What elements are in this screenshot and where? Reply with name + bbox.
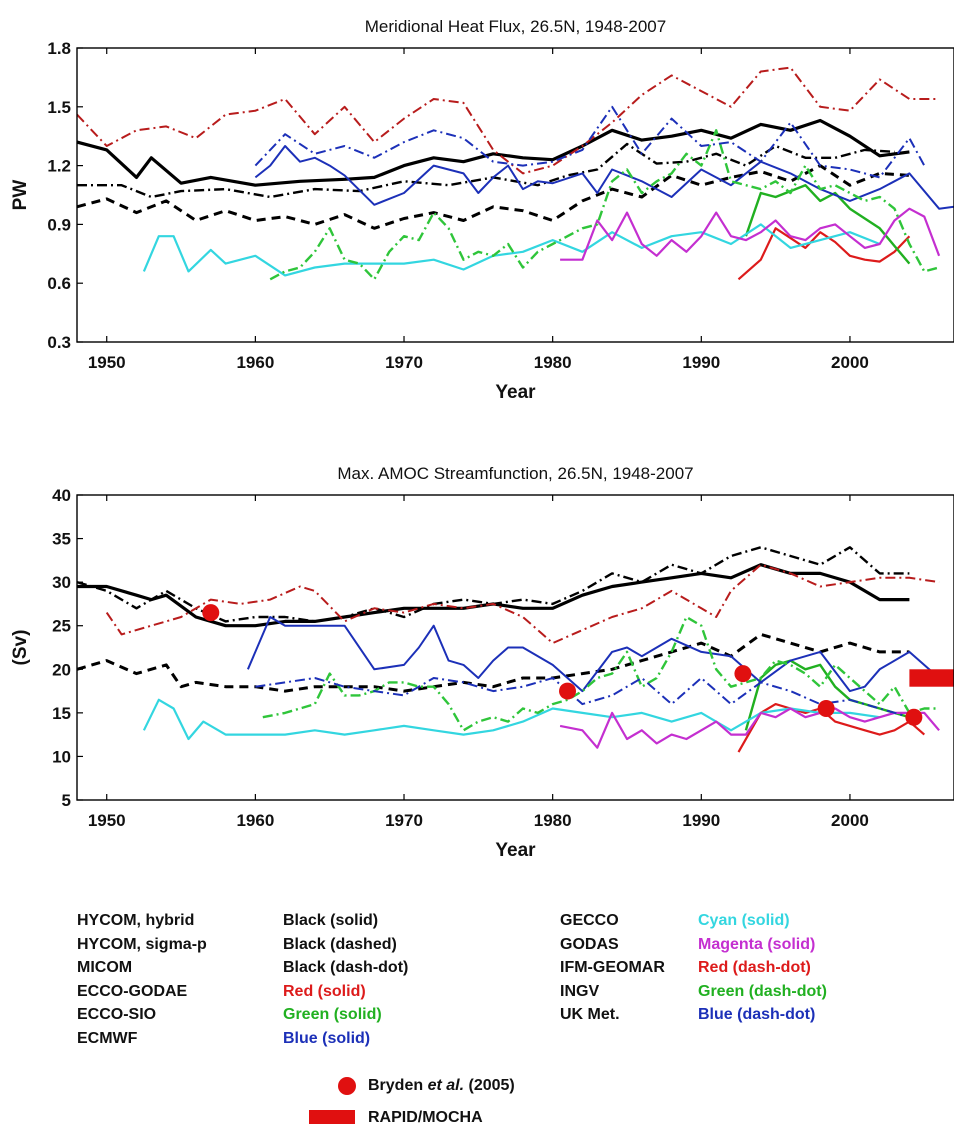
legend-bryden-label: Bryden et al. (2005) [368,1077,515,1095]
legend-model-name: HYCOM, sigma-p [77,935,207,953]
y-tick-label: 25 [52,617,71,636]
chart-panel-1: Meridional Heat Flux, 26.5N, 1948-2007 Ye… [10,17,954,403]
series-line-uk-met- [255,677,925,723]
legend-model-name: UK Met. [560,1006,620,1023]
x-tick-label: 1990 [682,353,720,372]
plot-frame [76,47,954,343]
legend-model-name: INGV [560,982,600,1000]
series-line-hycom-sigma-p [77,632,910,693]
legend-style-label: Black (solid) [283,912,379,929]
x-axis-label: Year [495,840,536,861]
series-line-ecmwf [254,145,954,210]
plot-frame [76,494,954,801]
y-tick-label: 1.8 [47,39,71,58]
series-line-gecco [142,223,881,277]
x-tick-label: 1980 [534,811,572,830]
x-tick-label: 1960 [236,353,274,372]
chart-title: Meridional Heat Flux, 26.5N, 1948-2007 [365,17,666,36]
series-line-godas [560,207,941,261]
y-tick-label: 20 [52,660,71,679]
series-line-ecco-godae [737,702,926,753]
x-tick-label: 1980 [534,353,572,372]
x-axis-label: Year [495,382,536,403]
y-tick-label: 15 [52,704,71,723]
bryden-marker-icon [338,1077,356,1095]
bryden-point [817,700,835,717]
x-tick-label: 1990 [682,811,720,830]
legend-style-label: Green (solid) [283,1006,382,1023]
legend-rapid-label: RAPID/MOCHA [368,1109,483,1126]
legend-style-label: Blue (dash-dot) [698,1006,816,1023]
bryden-point [559,682,577,700]
y-tick-label: 40 [52,486,71,505]
y-tick-label: 0.9 [47,215,71,234]
bryden-label-pre: Bryden [368,1077,428,1094]
series-line-gecco [142,698,880,741]
x-tick-label: 2000 [831,353,869,372]
y-tick-label: 0.3 [47,333,71,352]
y-tick-label: 5 [62,791,71,810]
series-line-godas [559,707,940,749]
chart-panel-2: Max. AMOC Streamfunction, 26.5N, 1948-20… [10,464,954,861]
legend-model-name: GODAS [560,935,619,953]
legend-style-label: Blue (solid) [283,1029,371,1047]
series-line-ecco-sio [744,659,910,731]
legend-style-label: Red (solid) [283,982,366,1000]
y-tick-label: 1.5 [47,98,71,117]
legend-style-label: Green (dash-dot) [698,982,827,1000]
series-group [77,546,954,753]
series-line-uk-met- [254,105,926,179]
y-axis-label: (Sv) [10,630,31,666]
series-line-micom [77,142,895,199]
y-axis-label: PW [10,180,31,211]
legend-rapid-marker [309,1108,355,1131]
legend-model-name: HYCOM, hybrid [77,912,195,929]
legend-model-name: IFM-GEOMAR [560,959,665,976]
bryden-point [202,604,220,622]
series-line-hycom-hybrid [77,118,910,187]
bryden-label-em: et al. [427,1077,465,1094]
legend-model-name: MICOM [77,959,133,976]
legend-style-label: Red (dash-dot) [698,959,811,976]
legend-model-name: ECCO-GODAE [77,982,188,1000]
legend-model-name: ECCO-SIO [77,1006,157,1023]
series-line-ifm-geomar [77,66,940,175]
y-tick-label: 0.6 [47,274,71,293]
series-line-ecco-sio [744,183,911,265]
chart-title: Max. AMOC Streamfunction, 26.5N, 1948-20… [337,464,693,483]
series-line-ifm-geomar [105,563,940,645]
y-tick-label: 35 [52,530,71,549]
x-tick-label: 1950 [88,811,126,830]
legend-style-label: Black (dashed) [283,935,397,953]
series-line-hycom-hybrid [77,563,910,628]
y-tick-label: 1.2 [47,157,71,176]
y-tick-label: 10 [52,747,71,766]
legend-style-label: Black (dash-dot) [283,959,409,976]
bryden-label-post: (2005) [464,1077,515,1094]
x-tick-label: 1950 [88,353,126,372]
legend-model-name: ECMWF [77,1029,138,1047]
legend-style-label: Magenta (solid) [698,935,816,953]
legend-model-name: GECCO [560,912,619,929]
legend-bryden-marker [336,1075,358,1102]
y-tick-label: 30 [52,573,71,592]
series-line-micom [77,546,910,623]
x-tick-label: 1970 [385,811,423,830]
x-tick-label: 1970 [385,353,423,372]
legend-style-label: Cyan (solid) [698,912,790,929]
bryden-point [734,665,752,683]
series-line-ecmwf [246,616,954,693]
series-group [77,66,954,281]
bryden-point [905,708,923,726]
rapid-mocha-box [909,669,954,687]
rapid-marker-icon [309,1110,355,1124]
x-tick-label: 2000 [831,811,869,830]
series-line-ingv [262,615,940,732]
x-tick-label: 1960 [236,811,274,830]
series-line-ingv [269,129,940,281]
series-line-hycom-sigma-p [77,164,910,230]
